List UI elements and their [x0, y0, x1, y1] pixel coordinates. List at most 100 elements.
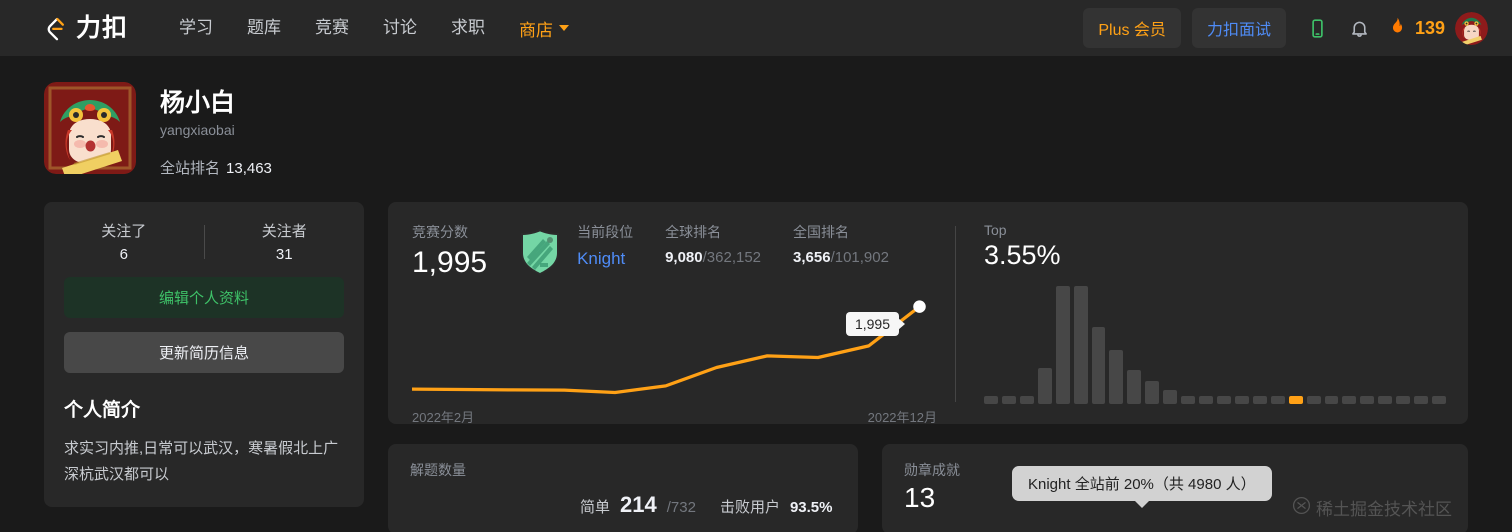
followers-value: 31	[275, 246, 293, 264]
histogram-bar[interactable]	[1288, 396, 1303, 405]
following-stat[interactable]: 关注了 6	[44, 220, 204, 263]
solved-easy-row: 简单 214 /732 击败用户 93.5%	[410, 492, 836, 518]
contest-tier-value[interactable]: Knight	[577, 249, 626, 269]
interview-button[interactable]: 力扣面试	[1191, 8, 1286, 48]
site-rank-label: 全站排名	[160, 160, 221, 178]
solved-total: /732	[666, 499, 696, 517]
daily-streak[interactable]: 139	[1387, 14, 1445, 43]
histogram-bar[interactable]	[1396, 396, 1411, 405]
nav-item-store[interactable]: 商店	[502, 16, 586, 41]
primary-nav-links: 学习 题库 竞赛 讨论 求职 商店	[162, 0, 586, 56]
contest-rating-chart[interactable]: 1,995	[412, 290, 937, 403]
contest-stats-row: 竞赛分数 1,995	[412, 222, 937, 282]
juejin-logo-icon	[1292, 496, 1311, 520]
national-rank-label: 全国排名	[793, 224, 850, 241]
nav-item-contest[interactable]: 竞赛	[315, 18, 350, 37]
nav-item-problems[interactable]: 题库	[247, 18, 282, 37]
edit-profile-button[interactable]: 编辑个人资料	[64, 277, 344, 319]
profile-handle: yangxiaobai	[160, 122, 235, 139]
bell-icon[interactable]	[1339, 7, 1381, 49]
contest-score-label: 竞赛分数	[412, 224, 468, 241]
follow-stats: 关注了 6 关注者 31	[44, 202, 364, 277]
knight-badge-tooltip: Knight 全站前 20%（共 4980 人）	[1012, 466, 1272, 502]
badges-title: 勋章成就	[904, 462, 960, 479]
contest-score: 竞赛分数 1,995	[412, 222, 487, 282]
axis-start-label: 2022年2月	[412, 409, 475, 425]
top-percent-value: 3.55%	[984, 240, 1061, 271]
contest-rating-line	[412, 300, 926, 395]
histogram-bar[interactable]	[1414, 396, 1429, 405]
watermark-text: 稀土掘金技术社区	[1316, 500, 1452, 520]
page-title: 杨小白	[160, 89, 236, 117]
nav-item-discuss[interactable]: 讨论	[383, 18, 418, 37]
histogram-bar[interactable]	[1163, 389, 1178, 405]
contest-card: 竞赛分数 1,995	[388, 202, 1468, 425]
histogram-bar[interactable]	[1324, 396, 1339, 405]
following-value: 6	[119, 246, 128, 264]
histogram-bar[interactable]	[1432, 396, 1446, 405]
followers-label: 关注者	[261, 223, 307, 241]
histogram-bar[interactable]	[1234, 396, 1249, 405]
contest-summary: 竞赛分数 1,995	[412, 222, 955, 425]
nav-item-study[interactable]: 学习	[179, 18, 214, 37]
histogram-bar[interactable]	[1360, 396, 1375, 405]
histogram-bar[interactable]	[1073, 286, 1088, 405]
profile-avatar[interactable]	[44, 82, 136, 174]
rating-distribution-histogram[interactable]	[984, 285, 1446, 406]
histogram-bar[interactable]	[1199, 396, 1213, 405]
histogram-bar[interactable]	[1216, 396, 1231, 405]
global-rank: 全球排名 9,080/362,152	[665, 222, 761, 266]
top-navigation-bar: 力扣 学习 题库 竞赛 讨论 求职 商店 Plus 会员 力扣面试	[0, 0, 1512, 56]
contest-tier: 当前段位 Knight	[577, 222, 633, 269]
histogram-bar[interactable]	[1252, 396, 1267, 405]
histogram-bar[interactable]	[1378, 396, 1393, 405]
histogram-bar[interactable]	[1127, 369, 1142, 405]
divider	[203, 224, 205, 259]
histogram-bar[interactable]	[984, 396, 998, 405]
histogram-bar[interactable]	[1270, 396, 1285, 405]
contest-score-value: 1,995	[412, 246, 488, 280]
histogram-bar[interactable]	[1055, 286, 1070, 405]
badges-card: 勋章成就 13 Knight 全站前 20%（共 4980 人） 稀土掘金技术社…	[882, 444, 1468, 532]
national-rank: 全国排名 3,656/101,902	[793, 222, 889, 266]
profile-columns: 关注了 6 关注者 31 编辑个人资料 更新简历信息 个人简介 求实习内推,日常…	[44, 202, 1468, 532]
global-rank-value: 9,080	[665, 249, 703, 267]
contest-tier-label: 当前段位	[577, 224, 634, 241]
update-resume-button[interactable]: 更新简历信息	[64, 332, 344, 374]
followers-stat[interactable]: 关注者 31	[205, 220, 365, 263]
brand-logo[interactable]: 力扣	[44, 13, 129, 42]
profile-meta: 杨小白 yangxiaobai 全站排名 13,463	[160, 82, 272, 178]
histogram-bar[interactable]	[1109, 350, 1124, 405]
bio-section: 个人简介 求实习内推,日常可以武汉，寒暑假北上广深杭武汉都可以	[44, 387, 364, 507]
leetcode-cn-logo-icon	[44, 16, 69, 41]
profile-header: 杨小白 yangxiaobai 全站排名 13,463	[44, 82, 1468, 178]
left-sidebar: 关注了 6 关注者 31 编辑个人资料 更新简历信息 个人简介 求实习内推,日常…	[44, 202, 364, 508]
histogram-bar[interactable]	[1306, 396, 1321, 405]
chevron-down-icon	[559, 25, 570, 31]
national-rank-value: 3,656	[793, 249, 831, 267]
site-rank-value: 13,463	[226, 160, 272, 178]
histogram-bar[interactable]	[1001, 396, 1016, 405]
beat-users-value: 93.5%	[789, 499, 833, 517]
histogram-bar[interactable]	[1019, 396, 1034, 405]
site-rank: 全站排名 13,463	[160, 157, 272, 178]
mobile-phone-icon[interactable]	[1297, 7, 1339, 49]
nav-item-jobs[interactable]: 求职	[451, 18, 486, 37]
histogram-bar[interactable]	[1091, 327, 1106, 405]
bio-title: 个人简介	[64, 400, 141, 422]
difficulty-label-easy: 简单	[580, 499, 611, 517]
histogram-bar[interactable]	[1037, 368, 1052, 405]
histogram-bar[interactable]	[1342, 396, 1357, 405]
chart-tooltip: 1,995	[845, 312, 899, 337]
profile-page: 杨小白 yangxiaobai 全站排名 13,463 关注了 6 关注者	[0, 56, 1512, 532]
sidebar-card: 关注了 6 关注者 31 编辑个人资料 更新简历信息 个人简介 求实习内推,日常…	[44, 202, 364, 508]
global-rank-label: 全球排名	[665, 224, 722, 241]
brand-label: 力扣	[76, 13, 129, 42]
histogram-bar[interactable]	[1181, 396, 1196, 405]
histogram-bar[interactable]	[1145, 381, 1160, 405]
plus-membership-button[interactable]: Plus 会员	[1083, 8, 1181, 48]
streak-count: 139	[1414, 17, 1445, 38]
top-label: Top	[984, 222, 1007, 239]
avatar[interactable]	[1455, 11, 1488, 45]
bio-text: 求实习内推,日常可以武汉，寒暑假北上广深杭武汉都可以	[64, 440, 339, 483]
